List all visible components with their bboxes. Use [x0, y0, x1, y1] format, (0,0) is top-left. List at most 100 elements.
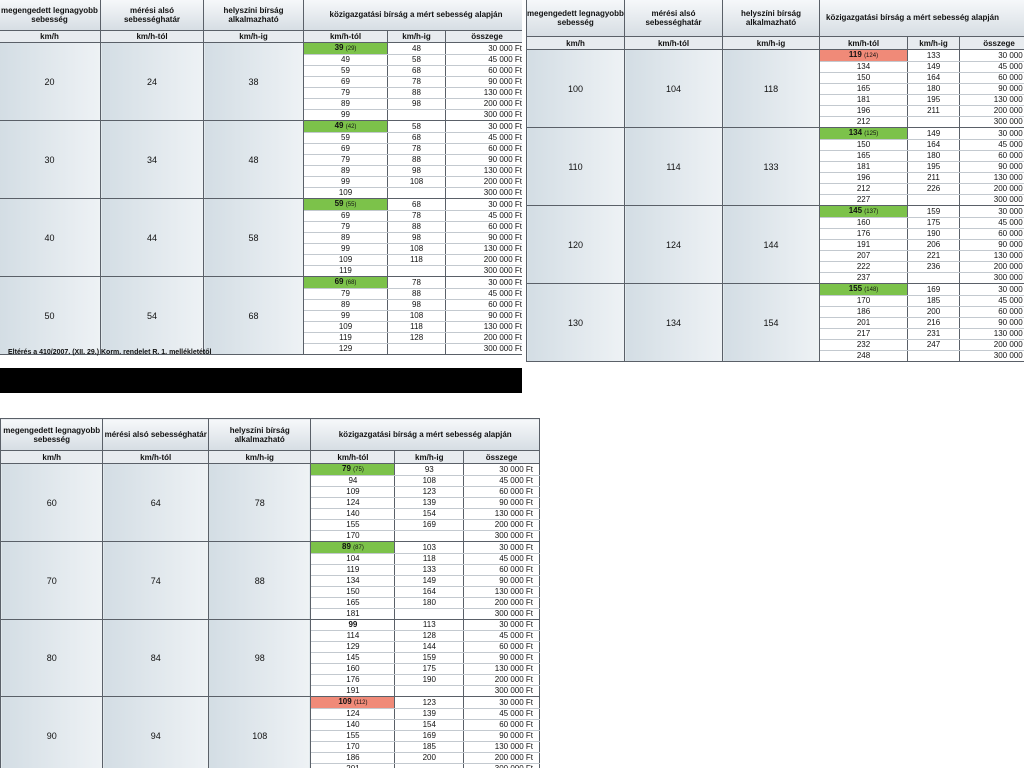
- table-row: 181 300 000 Ft: [1, 608, 540, 620]
- from-value: 89: [341, 233, 350, 242]
- cell-measured-to: 180: [907, 83, 960, 95]
- cell-measured-to: 48: [387, 42, 446, 55]
- cell-measured-to: 103: [394, 541, 465, 554]
- table-row: 30 34 48 49 (42) 58 30 000 Ft: [0, 120, 522, 199]
- table-row: 227 300 000 Ft: [527, 194, 1024, 206]
- cell-amount: 300 000 Ft: [444, 343, 522, 355]
- from-value: 217: [856, 329, 871, 338]
- cell-measured-to: 88: [387, 221, 446, 233]
- from-value: 134: [856, 62, 871, 71]
- cell-lower: 74: [102, 541, 209, 620]
- cell-amount: 45 000 Ft: [958, 295, 1024, 307]
- cell-measured-from: 196: [819, 172, 908, 184]
- cell-measured-to: 159: [907, 205, 960, 218]
- cell-amount: 130 000 Ft: [444, 321, 522, 333]
- cell-measured-from: 109: [310, 486, 396, 498]
- from-value: 124: [346, 498, 360, 507]
- header-speed-limit: megengedett legnagyobb sebesség: [0, 0, 101, 31]
- cell-measured-from: 59: [303, 132, 388, 144]
- table-row: 155 169 200 000 Ft: [1, 519, 540, 531]
- cell-amount: 130 000 Ft: [958, 94, 1024, 106]
- cell-amount: 200 000 Ft: [444, 254, 522, 266]
- cell-measured-to: 68: [387, 198, 446, 211]
- cell-measured-from: 176: [819, 228, 908, 240]
- cell-measured-from: 134 (125): [819, 127, 908, 140]
- from-value: 248: [856, 351, 871, 360]
- cell-amount: 45 000 Ft: [463, 708, 540, 720]
- from-paren: (68): [345, 280, 357, 286]
- cell-amount: 30 000 Ft: [958, 205, 1024, 218]
- from-value: 212: [856, 117, 871, 126]
- cell-measured-from: 124: [310, 497, 396, 509]
- table-row: 69 78 45 000 Ft: [0, 210, 522, 222]
- unit-measured-to: km/h-ig: [394, 450, 465, 464]
- from-value: 69: [334, 277, 344, 286]
- cell-measured-to: 185: [907, 295, 960, 307]
- cell-measured-from: 99: [303, 243, 388, 255]
- regulation-note: Eltérés a 410/2007. (XII. 29.) Korm. ren…: [8, 349, 212, 356]
- cell-amount: 200 000 Ft: [444, 176, 522, 188]
- table-row: 109 118 130 000 Ft: [0, 321, 522, 333]
- cell-amount: 60 000 Ft: [463, 719, 540, 731]
- table-row: 119 128 200 000 Ft: [0, 332, 522, 344]
- cell-onsite: 133: [722, 127, 820, 206]
- cell-measured-to: 128: [394, 630, 465, 642]
- cell-amount: 300 000 Ft: [958, 116, 1024, 128]
- cell-measured-to: 190: [394, 674, 465, 686]
- table-row: 59 68 60 000 Ft: [0, 65, 522, 77]
- fine-table-body: 60 64 78 79 (75) 93 30 000 Ft 94 108 45 000 Ft 10…: [0, 463, 540, 768]
- unit-kmh-from: km/h-tól: [102, 450, 209, 464]
- from-value: 99: [341, 110, 350, 119]
- cell-amount: 90 000 Ft: [463, 497, 540, 509]
- cell-measured-to: 200: [394, 752, 465, 764]
- cell-measured-to: 154: [394, 508, 465, 520]
- cell-amount: 130 000 Ft: [958, 328, 1024, 340]
- cell-measured-to: [907, 194, 960, 206]
- from-paren: (148): [864, 287, 879, 293]
- cell-limit: 30: [0, 120, 101, 199]
- cell-measured-to: 169: [907, 283, 960, 296]
- cell-measured-from: 119: [310, 564, 396, 576]
- table-row: 20 24 38 39 (29) 48 30 000 Ft: [0, 42, 522, 121]
- cell-measured-from: 181: [819, 161, 908, 173]
- cell-measured-from: 109: [303, 254, 388, 266]
- cell-measured-from: 69: [303, 210, 388, 222]
- cell-measured-to: 164: [907, 72, 960, 84]
- header-admin-fine: közigazgatási bírság a mért sebesség ala…: [310, 418, 540, 451]
- cell-measured-to: 211: [907, 105, 960, 117]
- table-row: 109 118 200 000 Ft: [0, 254, 522, 266]
- table-row: 89 98 90 000 Ft: [0, 232, 522, 244]
- cell-measured-to: 68: [387, 132, 446, 144]
- cell-measured-to: 123: [394, 486, 465, 498]
- header-admin-fine: közigazgatási bírság a mért sebesség ala…: [818, 0, 1024, 37]
- cell-measured-from: 109: [303, 187, 388, 199]
- cell-amount: 90 000 Ft: [444, 310, 522, 322]
- cell-measured-from: 79 (75): [310, 463, 396, 476]
- table-row: 150 164 130 000 Ft: [1, 586, 540, 598]
- cell-measured-to: 231: [907, 328, 960, 340]
- from-value: 191: [856, 240, 871, 249]
- cell-amount: 45 000 Ft: [444, 132, 522, 144]
- cell-lower: 94: [102, 696, 209, 768]
- cell-measured-to: 175: [394, 663, 465, 675]
- cell-amount: 130 000 Ft: [463, 663, 540, 675]
- unit-kmh-from: km/h-tól: [624, 36, 723, 50]
- cell-measured-to: 206: [907, 239, 960, 251]
- cell-amount: 300 000 Ft: [444, 109, 522, 121]
- cell-onsite: 118: [722, 49, 820, 128]
- unit-measured-to: km/h-ig: [907, 36, 960, 50]
- from-value: 109: [346, 487, 360, 496]
- table-row: 119 300 000 Ft: [0, 265, 522, 277]
- cell-measured-from: 69: [303, 143, 388, 155]
- unit-kmh-to: km/h-ig: [722, 36, 820, 50]
- cell-amount: 30 000 Ft: [463, 463, 540, 476]
- cell-measured-from: 119 (124): [819, 49, 908, 62]
- cell-measured-to: 123: [394, 696, 465, 709]
- table-row: 80 84 98 99 113 30 000 Ft: [0, 619, 540, 697]
- cell-amount: 130 000 Ft: [958, 250, 1024, 262]
- cell-measured-to: 139: [394, 497, 465, 509]
